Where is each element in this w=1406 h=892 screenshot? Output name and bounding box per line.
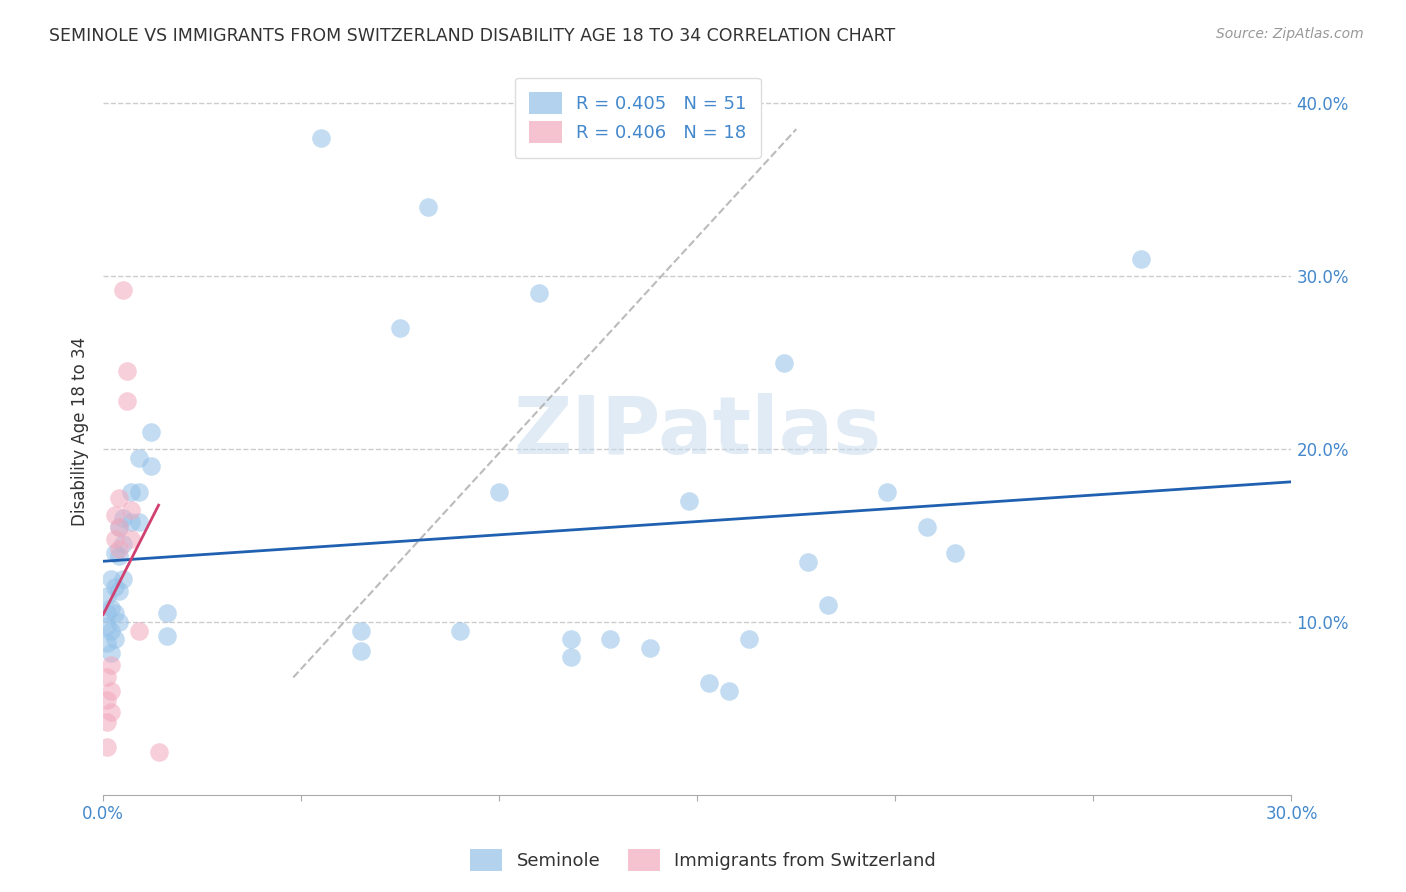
Point [111,283,134,297]
Text: SEMINOLE VS IMMIGRANTS FROM SWITZERLAND DISABILITY AGE 18 TO 34 CORRELATION CHAR: SEMINOLE VS IMMIGRANTS FROM SWITZERLAND … [49,27,896,45]
Point [104,546,127,560]
Point [128,515,150,529]
Point [120,515,142,529]
Point [876,485,898,500]
Point [96,589,118,603]
Point [349,644,371,658]
Point [738,632,761,647]
Point [527,286,550,301]
Y-axis label: Disability Age 18 to 34: Disability Age 18 to 34 [72,337,89,526]
Point [560,632,582,647]
Point [128,624,150,638]
Point [416,200,439,214]
Point [111,572,134,586]
Point [697,675,720,690]
Point [155,629,177,643]
Point [488,485,510,500]
Point [96,715,118,730]
Point [108,520,131,534]
Point [115,364,138,378]
Point [100,684,122,698]
Point [100,624,122,638]
Point [96,636,118,650]
Point [717,684,740,698]
Point [96,693,118,707]
Point [1129,252,1152,266]
Point [104,581,127,595]
Point [128,450,150,465]
Point [389,321,412,335]
Point [100,705,122,719]
Point [108,520,131,534]
Point [96,618,118,632]
Point [128,485,150,500]
Point [100,646,122,660]
Point [104,632,127,647]
Point [797,555,820,569]
Point [349,624,371,638]
Point [638,640,661,655]
Point [96,607,118,621]
Point [139,459,162,474]
Point [108,491,131,505]
Point [100,601,122,615]
Point [449,624,471,638]
Point [915,520,938,534]
Text: ZIPatlas: ZIPatlas [513,392,882,471]
Point [943,546,966,560]
Text: Source: ZipAtlas.com: Source: ZipAtlas.com [1216,27,1364,41]
Point [108,549,131,564]
Point [155,607,177,621]
Point [148,745,170,759]
Point [599,632,621,647]
Point [111,511,134,525]
Point [104,532,127,546]
Point [139,425,162,439]
Point [309,130,332,145]
Point [100,572,122,586]
Point [560,649,582,664]
Point [111,537,134,551]
Point [817,598,839,612]
Point [773,355,796,369]
Point [96,670,118,684]
Point [120,485,142,500]
Legend: R = 0.405   N = 51, R = 0.406   N = 18: R = 0.405 N = 51, R = 0.406 N = 18 [515,78,761,158]
Point [108,542,131,557]
Point [678,494,700,508]
Point [104,508,127,522]
Legend: Seminole, Immigrants from Switzerland: Seminole, Immigrants from Switzerland [463,842,943,879]
Point [104,607,127,621]
Point [120,532,142,546]
Point [108,583,131,598]
Point [115,393,138,408]
Point [96,739,118,754]
Point [100,658,122,673]
Point [108,615,131,629]
Point [120,502,142,516]
